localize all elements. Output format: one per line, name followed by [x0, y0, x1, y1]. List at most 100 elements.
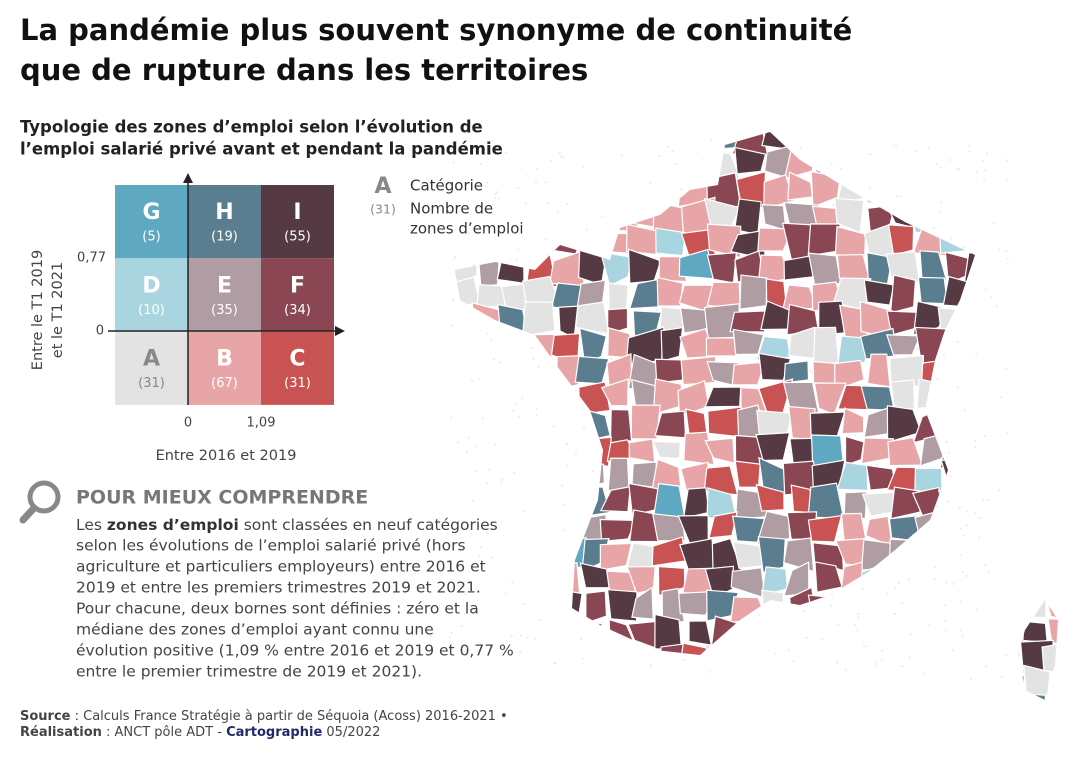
dot — [561, 484, 564, 487]
map-zone — [477, 464, 502, 491]
credit: Réalisation : ANCT pôle ADT - Cartograph… — [20, 725, 380, 740]
map-zone — [455, 385, 482, 413]
map-zone — [473, 353, 504, 389]
subtitle: Typologie des zones d’emploi selon l’évo… — [20, 118, 483, 137]
map-zone — [989, 144, 1022, 181]
dot — [830, 604, 833, 607]
map-zone — [916, 378, 949, 409]
dot — [574, 452, 577, 455]
map-zone — [834, 225, 867, 258]
dot — [909, 633, 912, 636]
dot — [553, 662, 556, 665]
dot — [494, 443, 497, 446]
map-zone — [739, 274, 768, 310]
dot — [959, 629, 962, 632]
dot — [512, 409, 515, 412]
map-zone — [943, 388, 969, 413]
map-zone — [1048, 389, 1058, 413]
map-zone — [1041, 306, 1058, 330]
map-zone — [682, 487, 710, 520]
map-zone — [916, 565, 951, 592]
dot — [940, 166, 943, 169]
map-zone — [495, 380, 525, 414]
map-zone — [937, 490, 977, 517]
dot — [552, 425, 555, 428]
dot — [986, 498, 989, 501]
dot — [944, 629, 947, 632]
paragraph-line: Les zones d’emploi sont classées en neuf… — [76, 516, 498, 534]
dot — [582, 165, 585, 168]
map-zone — [755, 432, 791, 462]
map-zone — [732, 645, 765, 673]
dot — [449, 590, 452, 593]
map-zone — [965, 622, 1002, 645]
dot — [517, 416, 520, 419]
map-zone — [659, 306, 688, 333]
dot — [895, 145, 898, 148]
map-zone — [523, 357, 554, 391]
map-zone — [708, 511, 738, 539]
dot — [457, 441, 460, 444]
map-zone — [889, 617, 917, 652]
dot — [836, 661, 839, 664]
dot — [469, 590, 472, 593]
map-zone — [973, 200, 996, 230]
dot — [620, 154, 623, 157]
dot — [808, 369, 811, 372]
map-zone — [967, 640, 1002, 669]
dot — [886, 592, 889, 595]
map-zone — [501, 587, 535, 619]
map-zone — [755, 483, 785, 512]
dot — [493, 197, 496, 200]
section-heading: POUR MIEUX COMPRENDRE — [76, 487, 368, 509]
dot — [1005, 179, 1008, 182]
dot — [554, 662, 557, 665]
map-zone — [525, 484, 559, 512]
dot — [857, 616, 860, 619]
dot — [966, 524, 969, 527]
dot — [486, 332, 489, 335]
dot — [949, 475, 952, 478]
map-zone — [729, 596, 767, 624]
map-zone — [475, 405, 507, 443]
map-zone — [735, 620, 761, 652]
map-zone — [1015, 378, 1053, 411]
dot — [936, 505, 939, 508]
map-zone — [866, 353, 891, 388]
map-zone — [505, 459, 530, 495]
map-zone — [889, 274, 917, 314]
dot — [963, 409, 966, 412]
map-zone — [500, 330, 535, 363]
map-zone — [733, 701, 759, 724]
title: que de rupture dans les territoires — [20, 53, 588, 87]
dot — [708, 670, 711, 673]
dot — [803, 609, 806, 612]
dot — [450, 416, 453, 419]
map-zone — [885, 132, 920, 153]
map-zone — [523, 534, 559, 572]
dot — [471, 499, 474, 502]
cell-letter: B — [216, 347, 233, 372]
map-zone — [1047, 618, 1058, 646]
map-zone — [523, 145, 561, 179]
text: : ANCT pôle ADT - — [102, 725, 226, 740]
map-zone — [626, 565, 656, 594]
y-tick-label: 0,77 — [77, 251, 106, 266]
dot — [915, 150, 918, 153]
dot — [959, 600, 962, 603]
map-zone — [1021, 564, 1050, 598]
dot — [908, 578, 911, 581]
map-zone — [455, 305, 477, 340]
link[interactable]: Cartographie — [226, 725, 322, 740]
dot — [517, 248, 520, 251]
dot — [949, 159, 952, 162]
dot — [519, 651, 522, 654]
dot — [837, 623, 840, 626]
map-zone — [1019, 482, 1047, 518]
dot — [472, 264, 475, 267]
map-zone — [549, 132, 580, 151]
map-zone — [1021, 250, 1054, 284]
map-zone — [635, 668, 659, 699]
map-zone — [761, 589, 785, 622]
map-zone — [756, 665, 794, 700]
